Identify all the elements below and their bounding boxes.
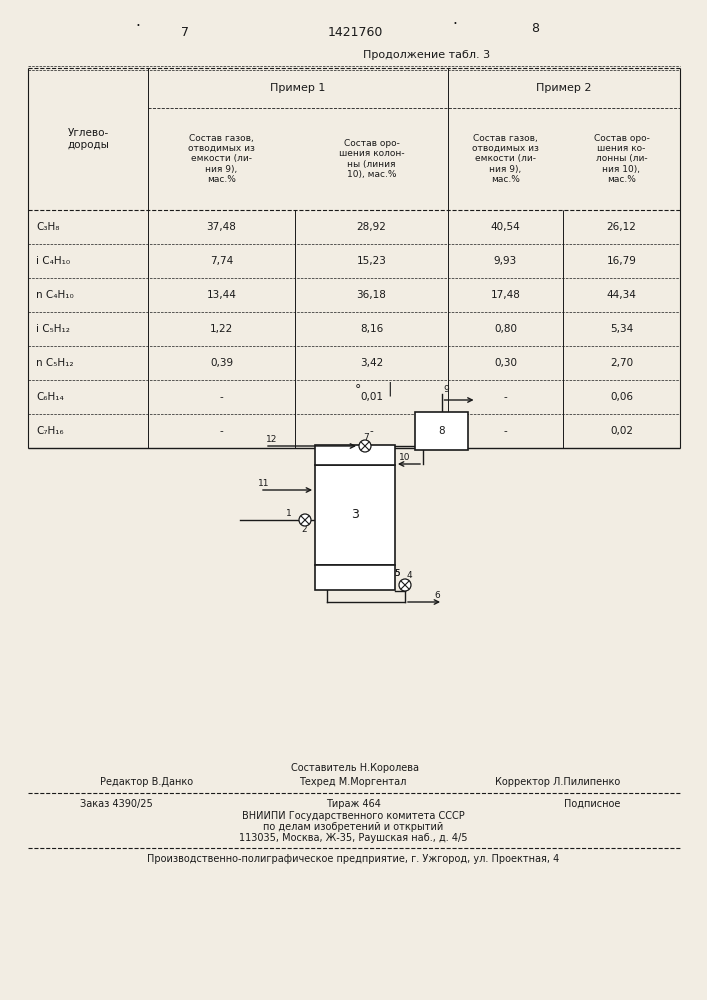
Text: Тираж 464: Тираж 464 xyxy=(325,799,380,809)
Bar xyxy=(415,412,468,450)
Text: Продолжение табл. 3: Продолжение табл. 3 xyxy=(363,50,490,60)
Text: 40,54: 40,54 xyxy=(491,222,520,232)
Text: Корректор Л.Пилипенко: Корректор Л.Пилипенко xyxy=(495,777,620,787)
Text: 1421760: 1421760 xyxy=(327,25,382,38)
Text: |: | xyxy=(387,382,392,396)
Text: 1: 1 xyxy=(286,508,292,518)
Circle shape xyxy=(399,579,411,591)
Text: 4: 4 xyxy=(407,572,411,580)
Text: Углево-
дороды: Углево- дороды xyxy=(67,128,109,150)
Text: -: - xyxy=(503,392,508,402)
Text: 44,34: 44,34 xyxy=(607,290,636,300)
Text: i C₅H₁₂: i C₅H₁₂ xyxy=(36,324,70,334)
Text: Состав газов,
отводимых из
емкости (ли-
ния 9),
мас.%: Состав газов, отводимых из емкости (ли- … xyxy=(472,134,539,184)
Text: Подписное: Подписное xyxy=(563,799,620,809)
Text: 0,30: 0,30 xyxy=(494,358,517,368)
Text: ·: · xyxy=(136,18,141,33)
Text: Состав оро-
шения колон-
ны (линия
10), мас.%: Состав оро- шения колон- ны (линия 10), … xyxy=(339,139,404,179)
Text: n C₄H₁₀: n C₄H₁₀ xyxy=(36,290,74,300)
Text: n C₅H₁₂: n C₅H₁₂ xyxy=(36,358,74,368)
Bar xyxy=(315,465,395,565)
Text: Составитель Н.Королева: Составитель Н.Королева xyxy=(291,763,419,773)
Text: 28,92: 28,92 xyxy=(356,222,387,232)
Text: 8,16: 8,16 xyxy=(360,324,383,334)
Text: 6: 6 xyxy=(434,590,440,599)
Text: Пример 2: Пример 2 xyxy=(536,83,592,93)
Text: 2: 2 xyxy=(301,524,307,534)
Text: 36,18: 36,18 xyxy=(356,290,387,300)
Text: 7: 7 xyxy=(363,432,369,442)
Text: 3: 3 xyxy=(351,508,359,522)
Text: -: - xyxy=(503,426,508,436)
Text: 9: 9 xyxy=(443,385,450,394)
Text: -: - xyxy=(220,426,223,436)
Bar xyxy=(315,565,395,590)
Text: 8: 8 xyxy=(531,21,539,34)
Text: i C₄H₁₀: i C₄H₁₀ xyxy=(36,256,70,266)
Text: 0,80: 0,80 xyxy=(494,324,517,334)
Bar xyxy=(315,445,395,465)
Text: -: - xyxy=(370,426,373,436)
Text: -: - xyxy=(220,392,223,402)
Text: 5,34: 5,34 xyxy=(610,324,633,334)
Text: 26,12: 26,12 xyxy=(607,222,636,232)
Text: 11: 11 xyxy=(258,479,270,488)
Text: 0,02: 0,02 xyxy=(610,426,633,436)
Text: 13,44: 13,44 xyxy=(206,290,236,300)
Text: ВНИИПИ Государственного комитета СССР: ВНИИПИ Государственного комитета СССР xyxy=(242,811,464,821)
Text: 37,48: 37,48 xyxy=(206,222,236,232)
Text: 8: 8 xyxy=(438,426,445,436)
Text: ·: · xyxy=(452,17,457,32)
Text: 10: 10 xyxy=(399,454,411,462)
Text: 9,93: 9,93 xyxy=(494,256,517,266)
Text: 5: 5 xyxy=(395,570,399,578)
Text: C₇H₁₆: C₇H₁₆ xyxy=(36,426,64,436)
Text: 0,39: 0,39 xyxy=(210,358,233,368)
Text: 7: 7 xyxy=(181,25,189,38)
Text: 113035, Москва, Ж-35, Раушская наб., д. 4/5: 113035, Москва, Ж-35, Раушская наб., д. … xyxy=(239,833,467,843)
Text: по делам изобретений и открытий: по делам изобретений и открытий xyxy=(263,822,443,832)
Text: 15,23: 15,23 xyxy=(356,256,387,266)
Text: C₃H₈: C₃H₈ xyxy=(36,222,59,232)
Text: C₆H₁₄: C₆H₁₄ xyxy=(36,392,64,402)
Text: Заказ 4390/25: Заказ 4390/25 xyxy=(80,799,153,809)
Text: 16,79: 16,79 xyxy=(607,256,636,266)
Text: 1,22: 1,22 xyxy=(210,324,233,334)
Text: 0,01: 0,01 xyxy=(360,392,383,402)
Text: Состав газов,
отводимых из
емкости (ли-
ния 9),
мас.%: Состав газов, отводимых из емкости (ли- … xyxy=(188,134,255,184)
Circle shape xyxy=(299,514,311,526)
Circle shape xyxy=(359,440,371,452)
Text: 3,42: 3,42 xyxy=(360,358,383,368)
Text: 2,70: 2,70 xyxy=(610,358,633,368)
Text: 7,74: 7,74 xyxy=(210,256,233,266)
Text: °: ° xyxy=(355,383,361,396)
Text: Редактор В.Данко: Редактор В.Данко xyxy=(100,777,193,787)
Text: 12: 12 xyxy=(267,434,278,444)
Text: Техред М.Моргентал: Техред М.Моргентал xyxy=(299,777,407,787)
Text: 5: 5 xyxy=(394,570,400,578)
Text: Производственно-полиграфическое предприятие, г. Ужгород, ул. Проектная, 4: Производственно-полиграфическое предприя… xyxy=(147,854,559,864)
Text: 0,06: 0,06 xyxy=(610,392,633,402)
Text: 17,48: 17,48 xyxy=(491,290,520,300)
Text: Пример 1: Пример 1 xyxy=(270,83,326,93)
Text: Состав оро-
шения ко-
лонны (ли-
ния 10),
мас.%: Состав оро- шения ко- лонны (ли- ния 10)… xyxy=(594,134,650,184)
